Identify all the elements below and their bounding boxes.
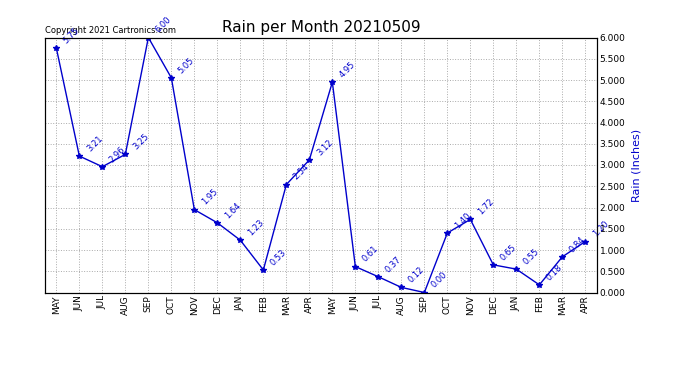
Text: 0.53: 0.53 [269,248,288,267]
Text: 2.54: 2.54 [292,162,311,182]
Text: 1.20: 1.20 [591,219,610,239]
Text: 0.84: 0.84 [568,235,587,254]
Y-axis label: Rain (Inches): Rain (Inches) [631,128,641,202]
Text: 0.61: 0.61 [361,244,380,264]
Text: 5.75: 5.75 [62,26,81,45]
Text: 3.21: 3.21 [85,134,104,153]
Text: 1.95: 1.95 [200,188,219,207]
Text: 3.25: 3.25 [131,132,150,152]
Text: 2.96: 2.96 [108,144,128,164]
Text: 4.95: 4.95 [338,60,357,80]
Title: Rain per Month 20210509: Rain per Month 20210509 [221,20,420,35]
Text: 0.18: 0.18 [545,262,564,282]
Text: 0.00: 0.00 [430,270,449,290]
Text: Copyright 2021 Cartronics.com: Copyright 2021 Cartronics.com [45,26,176,35]
Text: 3.12: 3.12 [315,138,335,157]
Text: 1.64: 1.64 [223,201,242,220]
Text: 0.12: 0.12 [407,265,426,285]
Text: 6.00: 6.00 [154,15,173,35]
Text: 1.23: 1.23 [246,218,266,237]
Text: 0.55: 0.55 [522,247,541,266]
Text: 0.65: 0.65 [499,243,518,262]
Text: 1.40: 1.40 [453,211,472,230]
Text: 0.37: 0.37 [384,255,404,274]
Text: 5.05: 5.05 [177,56,196,75]
Text: 1.72: 1.72 [476,197,495,217]
